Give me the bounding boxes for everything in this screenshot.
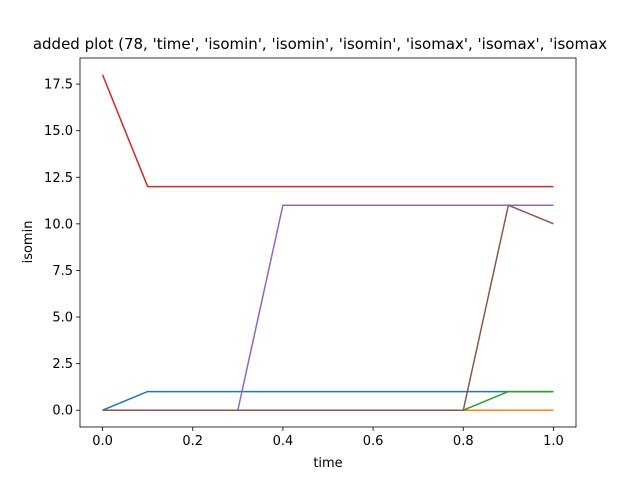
y-tick-label: 2.5 bbox=[52, 357, 73, 372]
x-tick-label: 0.6 bbox=[363, 434, 384, 449]
y-axis-ticks: 0.0 2.5 5.0 7.5 10.0 12.5 15.0 17.5 bbox=[44, 78, 80, 419]
x-tick-label: 0.0 bbox=[92, 434, 113, 449]
y-tick-label: 0.0 bbox=[52, 404, 73, 419]
y-tick-label: 15.0 bbox=[44, 124, 73, 139]
x-tick-label: 0.2 bbox=[182, 434, 203, 449]
series-line-1 bbox=[102, 390, 554, 411]
series-layer bbox=[101, 74, 554, 411]
series-line-4 bbox=[101, 74, 554, 188]
x-tick-label: 0.8 bbox=[453, 434, 474, 449]
x-axis-label: time bbox=[313, 456, 342, 471]
x-tick-label: 0.4 bbox=[273, 434, 294, 449]
series-line-3 bbox=[102, 390, 554, 411]
chart-title: added plot (78, 'time', 'isomin', 'isomi… bbox=[33, 35, 607, 53]
plot-area-frame bbox=[79, 57, 577, 428]
y-tick-label: 12.5 bbox=[44, 171, 73, 186]
x-axis-ticks: 0.0 0.2 0.4 0.6 0.8 1.0 bbox=[92, 427, 564, 449]
x-tick-label: 1.0 bbox=[543, 434, 564, 449]
y-tick-label: 7.5 bbox=[52, 264, 73, 279]
y-tick-label: 5.0 bbox=[52, 311, 73, 326]
y-tick-label: 10.0 bbox=[44, 217, 73, 232]
y-axis-label: isomin bbox=[21, 221, 36, 264]
y-tick-label: 17.5 bbox=[44, 78, 73, 93]
series-line-6 bbox=[102, 204, 554, 411]
